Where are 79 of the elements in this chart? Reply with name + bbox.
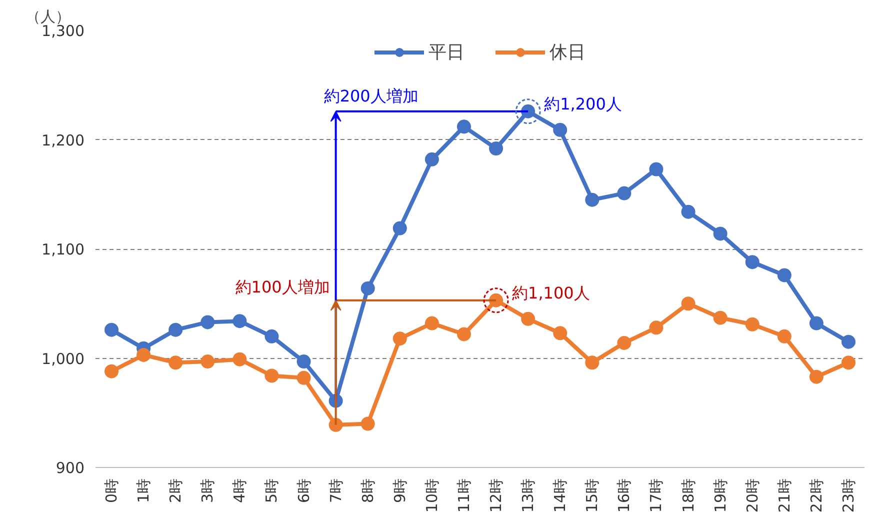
x-tick-label: 14時 (551, 478, 570, 513)
x-tick-label: 8時 (358, 478, 377, 504)
point (360, 416, 375, 431)
y-tick-label: 1,100 (42, 240, 85, 258)
point (296, 370, 311, 385)
point (713, 310, 728, 325)
point (136, 348, 151, 362)
point (585, 192, 600, 207)
point (617, 336, 632, 350)
point (681, 204, 696, 219)
x-tick-label: 9時 (390, 478, 409, 504)
point (521, 312, 536, 326)
point (841, 356, 856, 370)
x-tick-label: 10時 (422, 478, 441, 513)
point (392, 332, 407, 346)
x-tick-label: 21時 (775, 478, 794, 513)
point (424, 152, 439, 166)
x-tick-label: 11時 (454, 478, 473, 513)
x-tick-label: 12時 (487, 478, 506, 513)
point (456, 120, 471, 134)
point (104, 322, 119, 337)
annotation: 約100人増加 (235, 277, 330, 296)
y-tick-label: 1,000 (42, 350, 85, 368)
x-tick-label: 17時 (647, 478, 666, 513)
point (809, 316, 824, 330)
point (617, 186, 632, 200)
x-tick-label: 15時 (583, 478, 602, 513)
point (489, 142, 504, 156)
point (456, 327, 471, 342)
x-tick-label: 6時 (294, 478, 313, 504)
y-tick-label: 900 (56, 459, 85, 477)
legend-label: 平日 (428, 41, 464, 64)
point (777, 268, 792, 282)
y-axis-title: （人） (26, 8, 70, 26)
x-tick-label: 23時 (839, 478, 858, 513)
x-tick-label: 7時 (326, 478, 345, 504)
point (745, 255, 760, 270)
x-tick-label: 1時 (134, 478, 153, 504)
point (649, 320, 664, 335)
x-tick-label: 19時 (711, 478, 730, 513)
point (424, 316, 439, 330)
point (232, 352, 247, 366)
point (200, 315, 215, 330)
point (328, 418, 343, 432)
point (392, 221, 407, 236)
point (296, 354, 311, 369)
x-tick-label: 3時 (198, 478, 217, 504)
point (809, 370, 824, 384)
x-tick-label: 22時 (807, 478, 826, 513)
point (200, 354, 215, 369)
legend-label: 休日 (550, 41, 586, 64)
point (553, 326, 568, 340)
x-tick-label: 2時 (166, 478, 185, 504)
point (585, 356, 600, 370)
point (777, 329, 792, 344)
y-tick-label: 1,200 (42, 131, 85, 150)
x-tick-label: 18時 (679, 478, 698, 513)
point (713, 226, 728, 241)
x-tick-label: 16時 (615, 478, 634, 513)
x-tick-label: 13時 (519, 478, 538, 513)
point (232, 314, 247, 328)
annotation: 約1,100人 (512, 283, 590, 302)
point (681, 296, 696, 311)
x-tick-label: 0時 (102, 478, 121, 504)
point (168, 322, 183, 337)
annotation: 約1,200人 (544, 94, 622, 114)
point (264, 368, 279, 383)
point (360, 281, 375, 296)
point (168, 356, 183, 370)
point (745, 317, 760, 332)
point (649, 162, 664, 176)
point (841, 334, 856, 349)
annotation: 約200人増加 (324, 86, 418, 106)
point (104, 364, 119, 378)
x-tick-label: 20時 (743, 478, 762, 513)
point (264, 329, 279, 344)
point (553, 122, 568, 137)
x-tick-label: 5時 (262, 478, 281, 504)
x-tick-label: 4時 (230, 478, 249, 504)
